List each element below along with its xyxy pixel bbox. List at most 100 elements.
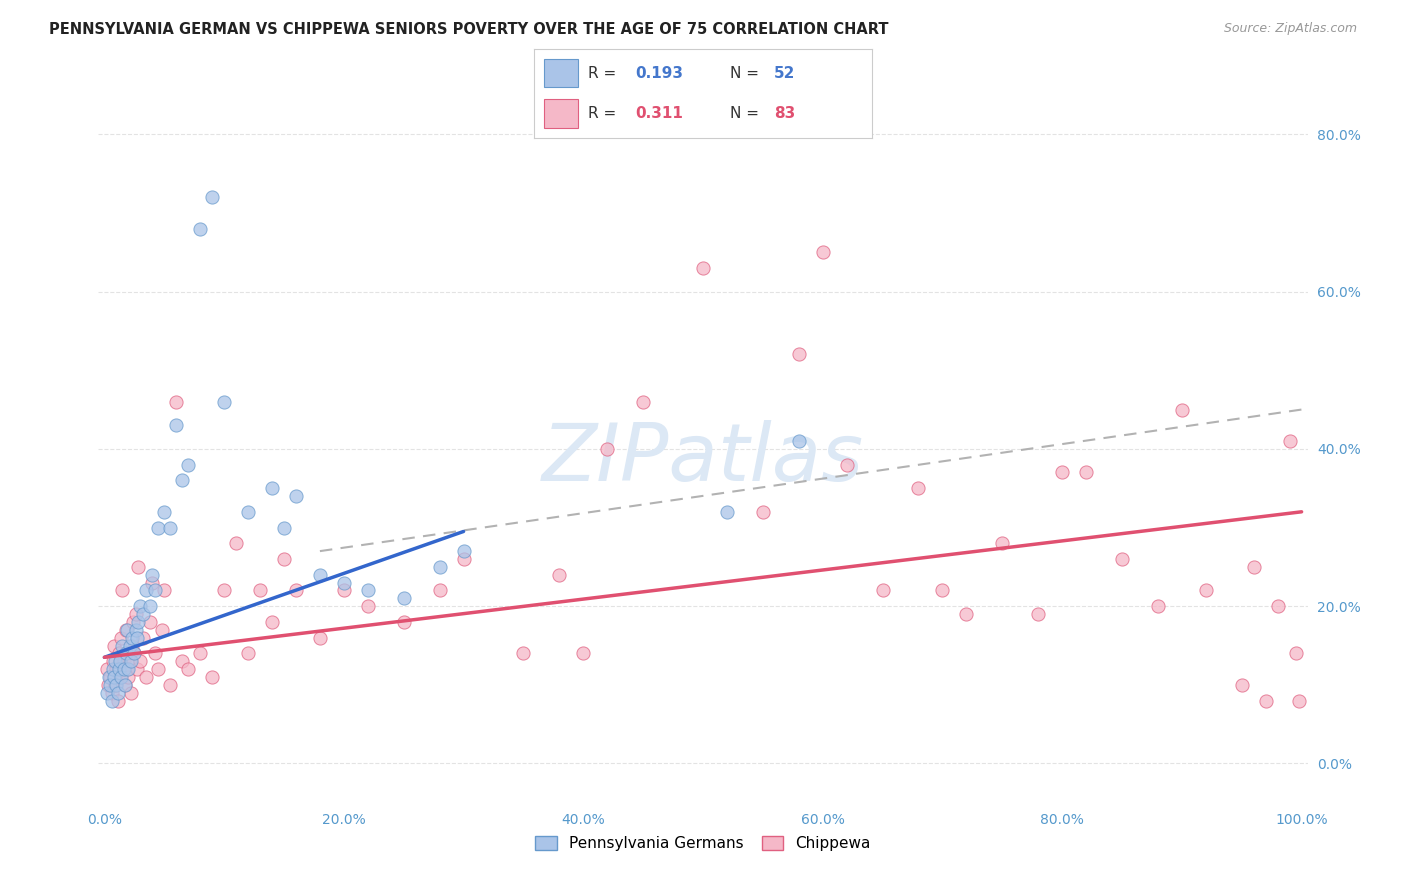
Point	[453, 544, 475, 558]
Point	[96, 686, 118, 700]
Point	[143, 646, 166, 660]
Point	[105, 678, 128, 692]
Point	[159, 678, 181, 692]
Point	[225, 536, 247, 550]
Text: ZIPatlas: ZIPatlas	[541, 420, 865, 498]
Point	[117, 670, 139, 684]
Point	[111, 639, 134, 653]
Point	[212, 583, 235, 598]
Point	[752, 505, 775, 519]
Point	[112, 662, 135, 676]
Text: 0.193: 0.193	[636, 66, 683, 80]
Point	[139, 615, 162, 629]
Point	[114, 678, 136, 692]
Point	[121, 631, 143, 645]
Point	[107, 646, 129, 660]
Text: N =: N =	[730, 106, 763, 120]
Point	[1171, 402, 1194, 417]
Point	[159, 520, 181, 534]
Point	[108, 654, 131, 668]
Point	[991, 536, 1014, 550]
Point	[115, 623, 138, 637]
Point	[132, 607, 155, 621]
Point	[333, 575, 356, 590]
Point	[284, 489, 307, 503]
Point	[1195, 583, 1218, 598]
Point	[153, 583, 176, 598]
Point	[1111, 552, 1133, 566]
Point	[1288, 693, 1310, 707]
Point	[96, 662, 118, 676]
Point	[105, 662, 128, 676]
Point	[333, 583, 356, 598]
Point	[787, 347, 810, 361]
Point	[392, 615, 415, 629]
Point	[165, 418, 187, 433]
Point	[125, 662, 148, 676]
Point	[1278, 434, 1301, 448]
Point	[108, 670, 131, 684]
Point	[955, 607, 977, 621]
Point	[429, 583, 451, 598]
Point	[110, 670, 132, 684]
Point	[115, 662, 138, 676]
Point	[101, 662, 124, 676]
Point	[104, 678, 127, 692]
Text: 83: 83	[773, 106, 796, 120]
Text: 52: 52	[773, 66, 796, 80]
Point	[118, 654, 141, 668]
Point	[177, 458, 200, 472]
Point	[172, 473, 194, 487]
Point	[103, 639, 125, 653]
Point	[631, 394, 654, 409]
Point	[101, 654, 124, 668]
Point	[1284, 646, 1306, 660]
Point	[787, 434, 810, 448]
Point	[260, 615, 283, 629]
Point	[107, 686, 129, 700]
Point	[98, 670, 121, 684]
Point	[132, 631, 155, 645]
Text: PENNSYLVANIA GERMAN VS CHIPPEWA SENIORS POVERTY OVER THE AGE OF 75 CORRELATION C: PENNSYLVANIA GERMAN VS CHIPPEWA SENIORS …	[49, 22, 889, 37]
Point	[107, 662, 129, 676]
Point	[150, 623, 173, 637]
Point	[188, 646, 211, 660]
Text: N =: N =	[730, 66, 763, 80]
Point	[236, 505, 259, 519]
Point	[122, 615, 145, 629]
Point	[124, 623, 146, 637]
Point	[177, 662, 200, 676]
Text: R =: R =	[588, 106, 621, 120]
Point	[548, 567, 571, 582]
Point	[1254, 693, 1277, 707]
Point	[201, 190, 224, 204]
Point	[129, 599, 152, 614]
Point	[201, 670, 224, 684]
Point	[120, 654, 142, 668]
Point	[117, 662, 139, 676]
Point	[100, 670, 122, 684]
Point	[692, 260, 714, 275]
Point	[872, 583, 894, 598]
Point	[453, 552, 475, 566]
Text: R =: R =	[588, 66, 621, 80]
Point	[309, 631, 332, 645]
Point	[115, 623, 138, 637]
Point	[273, 552, 295, 566]
Point	[127, 615, 149, 629]
Point	[100, 678, 122, 692]
Point	[139, 599, 162, 614]
Point	[212, 394, 235, 409]
Point	[110, 631, 132, 645]
Point	[1243, 559, 1265, 574]
Point	[931, 583, 953, 598]
Point	[124, 646, 146, 660]
Point	[148, 520, 170, 534]
Point	[121, 639, 143, 653]
Point	[357, 583, 380, 598]
Point	[165, 394, 187, 409]
Point	[835, 458, 858, 472]
Text: 0.311: 0.311	[636, 106, 683, 120]
Point	[1147, 599, 1170, 614]
Point	[429, 559, 451, 574]
